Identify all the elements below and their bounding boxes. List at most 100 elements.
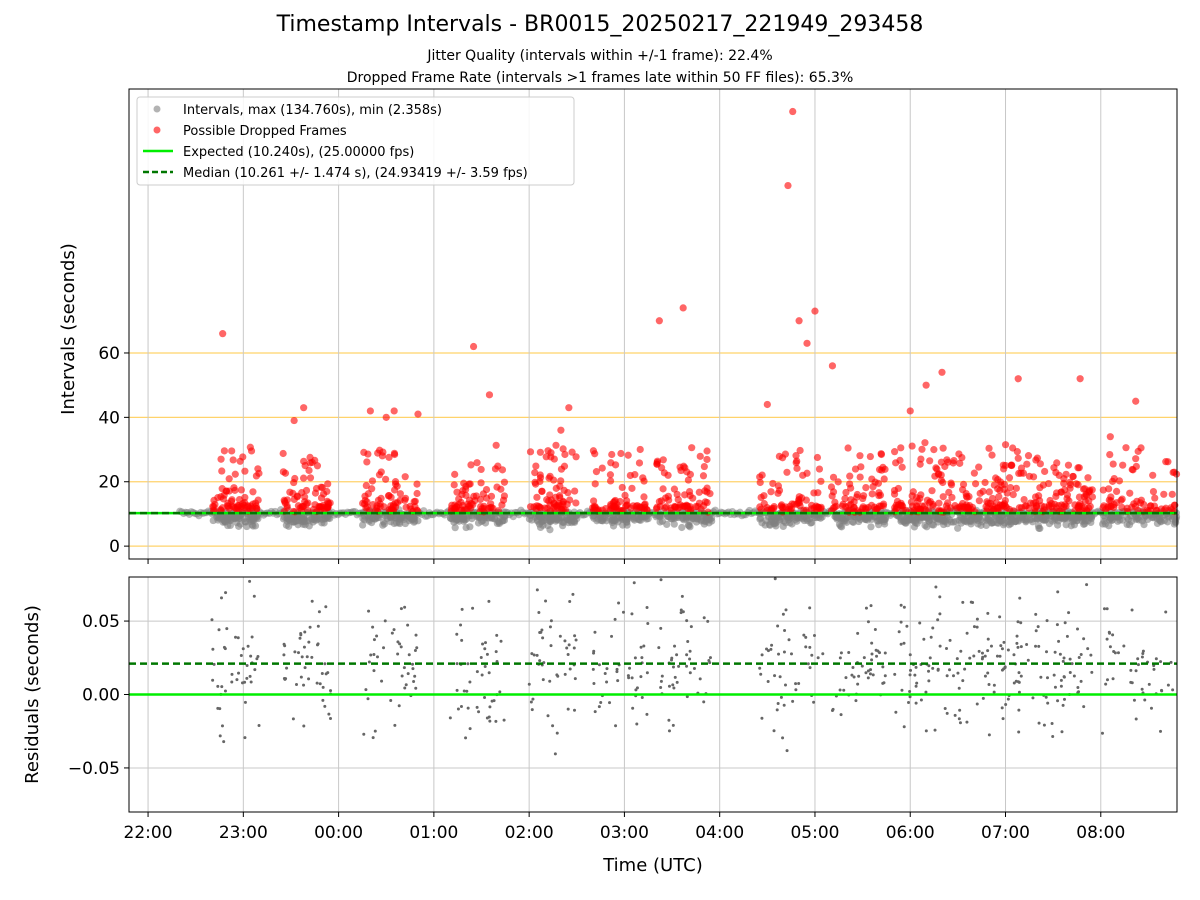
residual-point: [318, 682, 322, 686]
residual-point: [785, 749, 789, 753]
residual-point: [406, 623, 410, 627]
residual-point: [1053, 650, 1057, 654]
residual-point: [986, 637, 990, 641]
dropped-frame-point: [555, 492, 564, 500]
residual-point: [397, 704, 401, 708]
residual-point: [593, 710, 597, 714]
residual-point: [672, 686, 676, 690]
dropped-frame-point: [460, 479, 468, 487]
dropped-frame-point: [775, 486, 784, 495]
dropped-frame-point: [842, 488, 850, 497]
dropped-frame-point: [670, 485, 679, 493]
residual-point: [918, 621, 922, 625]
y-tick-label: 40: [98, 408, 120, 428]
dropped-frame-point: [368, 477, 377, 485]
residual-point: [924, 729, 928, 733]
interval-point: [995, 514, 1003, 522]
residual-point: [399, 645, 403, 649]
dropped-frame-point: [1050, 464, 1058, 472]
residual-point: [282, 653, 286, 657]
residual-point: [956, 671, 960, 675]
dropped-frame-point: [469, 342, 478, 351]
residual-point: [563, 639, 567, 643]
dropped-frame-point: [926, 457, 934, 465]
residual-point: [675, 653, 679, 657]
residual-point: [1019, 674, 1023, 678]
residual-point: [324, 672, 328, 676]
interval-point: [1035, 524, 1043, 532]
interval-point: [840, 517, 848, 525]
residuals-y-ticks: −0.05 0.00 0.05: [68, 612, 129, 779]
residual-point: [1159, 660, 1163, 664]
dropped-frame-point: [775, 452, 783, 460]
dropped-frame-point: [1167, 504, 1175, 512]
residual-point: [459, 623, 463, 627]
residual-point: [1037, 721, 1041, 725]
dropped-frame-point: [561, 450, 569, 459]
residual-point: [986, 671, 990, 675]
residual-point: [556, 674, 560, 678]
residual-points: [210, 577, 1175, 756]
residual-point: [1141, 649, 1145, 653]
legend[interactable]: Intervals, max (134.760s), min (2.358s) …: [136, 96, 575, 186]
residual-point: [870, 641, 874, 645]
dropped-frame-point: [498, 466, 507, 474]
interval-point: [368, 519, 376, 527]
dropped-frame-point: [847, 500, 855, 509]
dropped-frame-point: [1084, 474, 1092, 482]
residual-point: [1012, 681, 1016, 685]
interval-point: [664, 513, 672, 521]
residual-point: [631, 706, 635, 710]
interval-point: [386, 513, 395, 521]
dropped-frame-point: [477, 479, 485, 487]
dropped-frame-point: [1001, 441, 1010, 449]
residual-point: [1082, 637, 1086, 641]
y-tick-label: 60: [98, 344, 120, 364]
dropped-frame-point: [1149, 471, 1157, 479]
dropped-frame-point: [653, 458, 661, 467]
residual-point: [760, 716, 764, 720]
dropped-frame-point: [944, 499, 952, 507]
residual-point: [850, 673, 854, 677]
dropped-frame-point: [906, 407, 914, 415]
interval-point: [1060, 515, 1068, 523]
x-tick-label: 22:00: [124, 823, 173, 843]
residual-point: [538, 659, 542, 663]
residual-point: [538, 630, 542, 634]
interval-point: [396, 513, 405, 522]
dropped-frame-point: [981, 478, 989, 487]
residual-point: [899, 642, 903, 646]
residual-point: [615, 670, 619, 674]
dropped-frame-point: [225, 504, 233, 513]
residual-point: [812, 700, 816, 704]
dropped-frame-point: [1160, 490, 1168, 498]
residual-point: [563, 672, 567, 676]
dropped-frame-point: [220, 447, 228, 455]
dropped-frame-point: [844, 444, 852, 452]
dropped-frame-point: [839, 500, 847, 508]
residual-point: [573, 708, 577, 712]
residual-point: [380, 679, 384, 683]
residual-point: [324, 605, 328, 609]
dropped-frame-point: [451, 470, 459, 478]
residual-point: [816, 656, 820, 660]
residual-point: [821, 652, 825, 656]
residual-point: [382, 646, 386, 650]
residual-point: [413, 674, 417, 678]
dropped-frame-point: [1036, 460, 1044, 468]
residual-point: [613, 617, 617, 621]
dropped-frame-point: [828, 362, 837, 370]
interval-point: [451, 524, 459, 532]
residual-point: [210, 618, 214, 622]
residual-point: [250, 635, 254, 639]
dropped-frame-point: [945, 488, 953, 496]
residual-point: [667, 684, 671, 688]
residual-point: [371, 625, 375, 629]
residual-point: [555, 731, 559, 735]
residual-point: [902, 641, 906, 645]
residual-point: [963, 667, 967, 671]
residual-point: [546, 714, 550, 718]
dropped-frame-point: [763, 400, 771, 409]
dropped-frame-point: [1074, 504, 1083, 512]
residual-point: [540, 628, 544, 632]
